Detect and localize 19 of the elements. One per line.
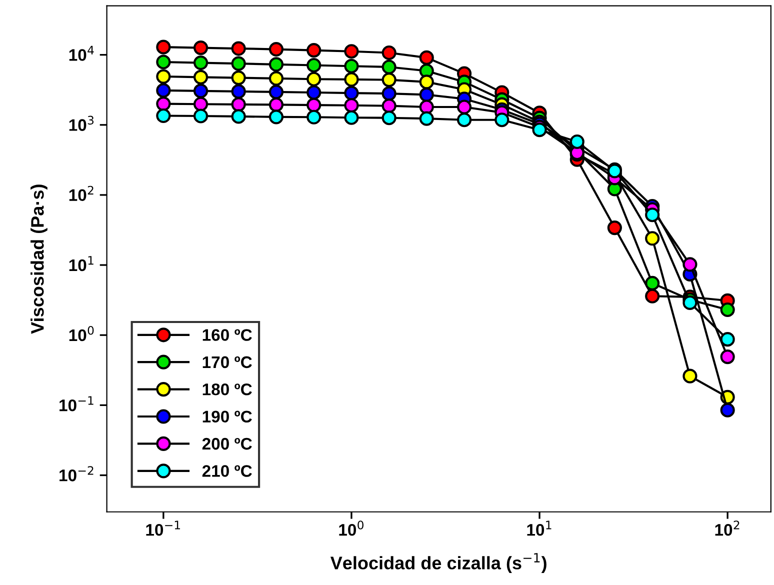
x-axis-title: Velocidad de cizalla (s$^{−1}$) (330, 553, 546, 573)
y-tick-label: 10$^{4}$ (69, 46, 94, 61)
x-tick-label: 10$^{1}$ (527, 520, 552, 536)
legend-label: 170 ºC (202, 356, 252, 368)
x-tick-label: 10$^{2}$ (715, 520, 740, 536)
y-tick-label: 10$^{−2}$ (60, 466, 94, 482)
y-axis-title: Viscosidad (Pa·s) (30, 184, 48, 334)
legend-label: 180 ºC (202, 384, 252, 396)
legend-label: 210 ºC (202, 465, 252, 477)
y-tick-label: 10$^{0}$ (69, 326, 94, 342)
x-tick-label: 10$^{0}$ (339, 520, 364, 536)
legend-label: 160 ºC (202, 329, 252, 341)
legend-label: 190 ºC (202, 410, 252, 423)
legend-label: 200 ºC (202, 438, 252, 450)
y-tick-label: 10$^{2}$ (69, 186, 94, 202)
y-tick-label: 10$^{−1}$ (60, 396, 94, 412)
x-tick-label: 10$^{−1}$ (146, 520, 180, 536)
y-tick-label: 10$^{1}$ (69, 256, 94, 272)
y-tick-label: 10$^{3}$ (69, 116, 94, 131)
